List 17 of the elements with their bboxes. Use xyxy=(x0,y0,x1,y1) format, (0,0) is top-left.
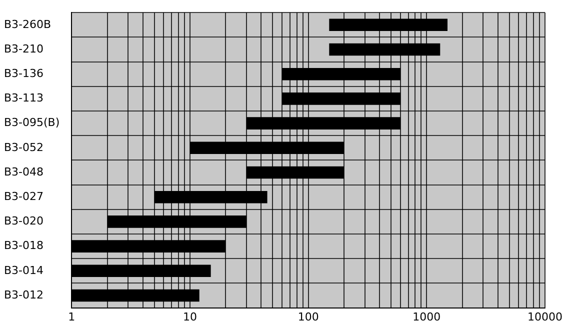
x-tick-label: 10 xyxy=(182,310,197,324)
y-tick-label: B3-012 xyxy=(4,288,44,302)
x-tick-label: 1 xyxy=(68,310,76,324)
y-tick-label: B3-014 xyxy=(4,264,44,277)
x-tick-label: 1000 xyxy=(412,310,441,324)
y-tick-label: B3-095(B) xyxy=(4,116,60,130)
y-tick-label: B3-027 xyxy=(4,190,44,203)
y-tick-label: B3-020 xyxy=(4,214,44,228)
y-tick-label: B3-018 xyxy=(4,239,44,252)
x-tick-label: 100 xyxy=(298,310,319,324)
y-tick-label: B3-260B xyxy=(4,18,52,31)
y-tick-label: B3-136 xyxy=(4,66,44,80)
y-tick-label: B3-113 xyxy=(4,92,44,105)
y-tick-label: B3-048 xyxy=(4,165,44,178)
y-tick-label: B3-052 xyxy=(4,140,44,154)
x-tick-label: 10000 xyxy=(528,310,562,324)
y-tick-label: B3-210 xyxy=(4,42,44,56)
